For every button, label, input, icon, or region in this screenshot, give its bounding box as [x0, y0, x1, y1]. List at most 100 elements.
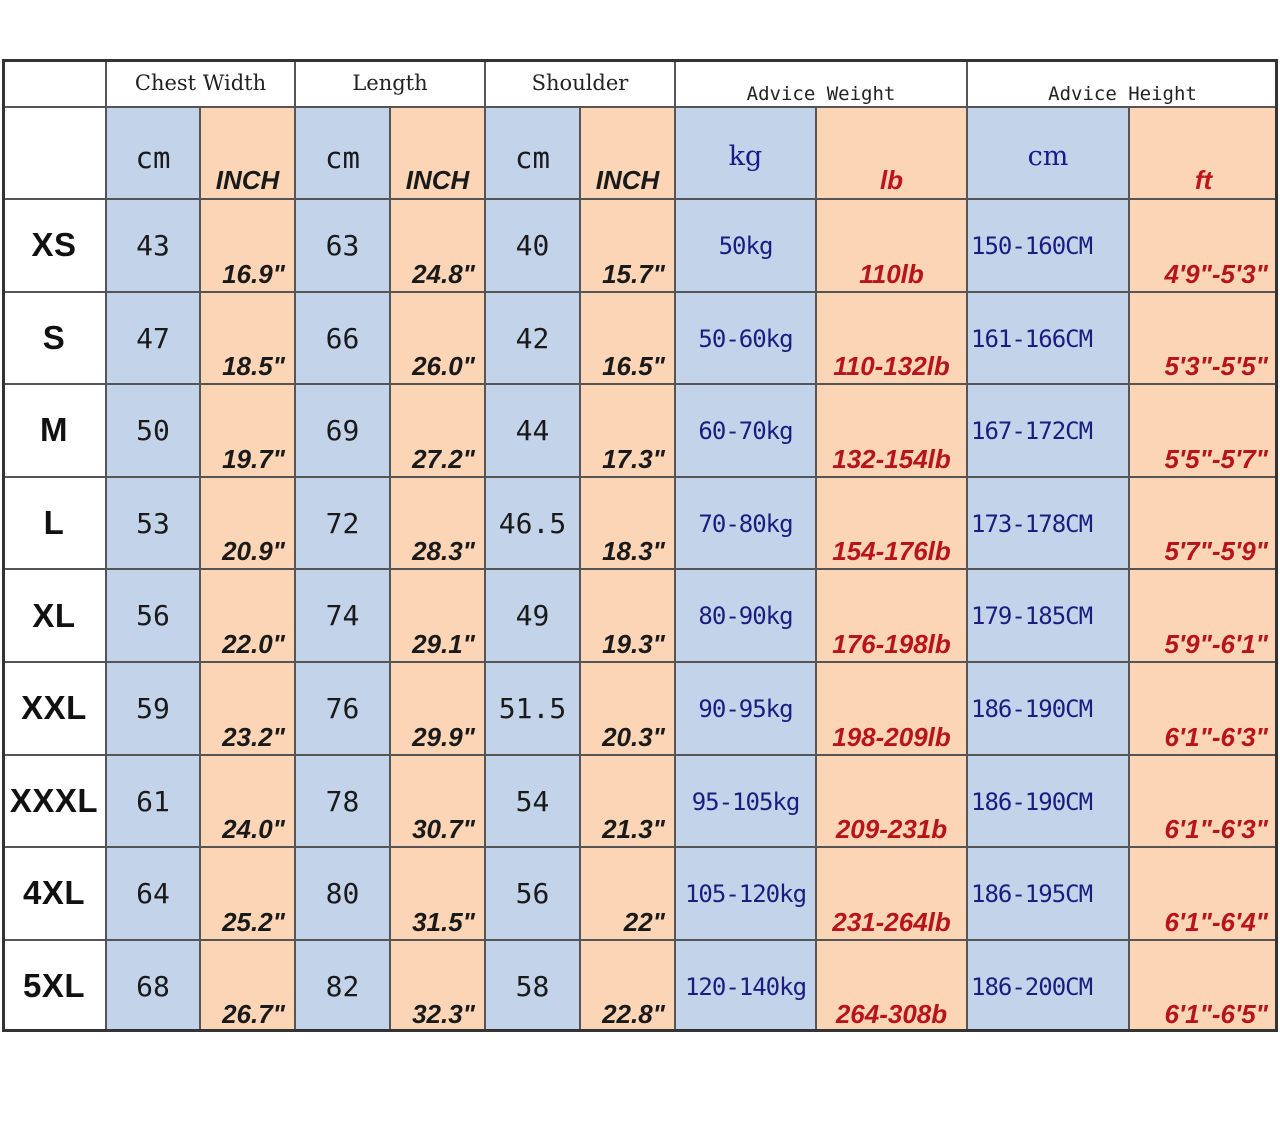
cell-length-in: 29.9": [412, 721, 475, 752]
size-label-s: S: [2, 291, 106, 385]
cell-length-cm: 80: [325, 877, 360, 911]
grid-line: [2, 846, 1278, 849]
cell-chest-in: 23.2": [222, 721, 285, 752]
unit-header-cm: cm: [515, 141, 550, 175]
cell-shoulder-in: 21.3": [602, 814, 665, 845]
cell-shoulder-in: 19.3": [602, 628, 665, 659]
cell-weight-lb: 154-176lb: [832, 536, 951, 567]
unit-header-inch: INCH: [405, 165, 470, 195]
cell-height-cm: 167-172CM: [971, 417, 1093, 446]
cell-chest-cm: 64: [136, 877, 170, 911]
grid-line: [294, 59, 296, 1033]
grid-line: [2, 198, 1278, 200]
cell-weight-kg: 80-90kg: [698, 602, 793, 631]
cell-weight-kg: 90-95kg: [698, 695, 793, 723]
cell-height-cm: 150-160CM: [971, 232, 1093, 260]
cell-shoulder-cm: 56: [515, 877, 550, 911]
grid-line: [966, 59, 968, 1033]
cell-height-ft: 6'1"-6'4": [1164, 906, 1268, 937]
size-label-xxl: XXL: [2, 662, 106, 755]
cell-weight-lb: 176-198lb: [832, 628, 951, 659]
cell-height-ft: 5'5"-5'7": [1164, 443, 1268, 474]
grid-line: [2, 475, 1278, 478]
cell-weight-lb: 110lb: [859, 258, 924, 289]
cell-length-cm: 72: [325, 506, 360, 540]
cell-weight-lb: 264-308b: [835, 999, 948, 1030]
cell-shoulder-cm: 58: [515, 969, 550, 1003]
grid-line: [2, 661, 1278, 663]
grid-line: [2, 383, 1278, 386]
cell-length-in: 24.8": [412, 258, 475, 289]
cell-chest-in: 20.9": [222, 536, 285, 567]
cell-chest-cm: 68: [136, 969, 170, 1003]
size-label-5xl: 5XL: [2, 939, 106, 1033]
cell-chest-in: 18.5": [222, 351, 285, 382]
cell-weight-kg: 105-120kg: [684, 880, 807, 909]
cell-length-cm: 74: [325, 599, 360, 633]
cell-chest-in: 22.0": [222, 628, 285, 659]
grid-line: [2, 106, 1278, 108]
unit-header-inch: INCH: [215, 165, 280, 195]
cell-chest-cm: 47: [136, 321, 170, 355]
cell-weight-lb: 198-209lb: [832, 721, 951, 752]
cell-shoulder-in: 16.5": [602, 351, 665, 382]
cell-shoulder-cm: 49: [515, 599, 550, 633]
size-label-4xl: 4XL: [2, 847, 106, 940]
cell-length-cm: 82: [325, 969, 360, 1003]
size-label-m: M: [2, 384, 106, 477]
cell-shoulder-in: 22": [623, 906, 665, 937]
cell-length-in: 27.2": [412, 443, 475, 474]
size-label-xl: XL: [2, 569, 106, 662]
grid-line: [2, 753, 1278, 756]
cell-height-cm: 173-178CM: [971, 509, 1093, 538]
cell-height-cm: 186-190CM: [971, 787, 1093, 816]
cell-chest-in: 25.2": [222, 906, 285, 937]
group-header-advice-height: Advice Height: [967, 59, 1278, 107]
cell-chest-cm: 59: [136, 692, 170, 725]
cell-height-cm: 186-195CM: [971, 880, 1093, 909]
cell-shoulder-in: 18.3": [602, 536, 665, 567]
cell-shoulder-cm: 40: [515, 229, 550, 262]
cell-height-ft: 5'3"-5'5": [1164, 351, 1268, 382]
unit-header-kg: kg: [728, 141, 763, 172]
group-header-shoulder: Shoulder: [485, 59, 675, 107]
cell-shoulder-in: 22.8": [602, 999, 665, 1030]
cell-weight-kg: 50kg: [718, 232, 774, 260]
cell-chest-in: 24.0": [222, 814, 285, 845]
cell-height-cm: 179-185CM: [971, 602, 1093, 631]
cell-height-ft: 6'1"-6'5": [1164, 999, 1268, 1030]
cell-height-cm: 161-166CM: [971, 324, 1093, 353]
cell-chest-in: 16.9": [222, 258, 285, 289]
cell-height-cm: 186-190CM: [971, 695, 1093, 723]
cell-length-cm: 76: [325, 692, 360, 725]
cell-weight-kg: 50-60kg: [698, 324, 793, 353]
cell-height-cm: 186-200CM: [971, 972, 1093, 1001]
cell-chest-cm: 56: [136, 599, 170, 633]
cell-length-in: 32.3": [412, 999, 475, 1030]
unit-header-inch: INCH: [595, 165, 660, 195]
cell-height-ft: 6'1"-6'3": [1164, 721, 1268, 752]
unit-header-lb: lb: [879, 165, 904, 195]
size-label-xxxl: XXXL: [2, 754, 106, 848]
cell-height-ft: 5'7"-5'9": [1164, 536, 1268, 567]
cell-shoulder-in: 17.3": [602, 443, 665, 474]
unit-header-ft: ft: [1194, 165, 1213, 195]
cell-weight-lb: 110-132lb: [833, 351, 950, 382]
cell-length-cm: 69: [325, 414, 360, 448]
cell-shoulder-cm: 46.5: [498, 506, 567, 540]
cell-shoulder-cm: 44: [515, 414, 550, 448]
cell-length-cm: 66: [325, 321, 360, 355]
cell-weight-lb: 132-154lb: [832, 443, 951, 474]
cell-chest-cm: 61: [136, 784, 170, 818]
cell-weight-kg: 95-105kg: [691, 787, 801, 816]
size-chart-table: Chest Width Length Shoulder Advice Weight Ad…: [2, 59, 1278, 1043]
cell-length-in: 26.0": [412, 351, 475, 382]
cell-weight-lb: 209-231b: [835, 814, 948, 845]
cell-length-cm: 63: [325, 229, 360, 262]
cell-length-cm: 78: [325, 784, 360, 818]
unit-header-cm: cm: [325, 141, 360, 175]
size-label-xs: XS: [2, 199, 106, 292]
cell-length-in: 31.5": [412, 906, 475, 937]
unit-header-cm: cm: [135, 141, 171, 175]
cell-height-ft: 6'1"-6'3": [1164, 814, 1268, 845]
